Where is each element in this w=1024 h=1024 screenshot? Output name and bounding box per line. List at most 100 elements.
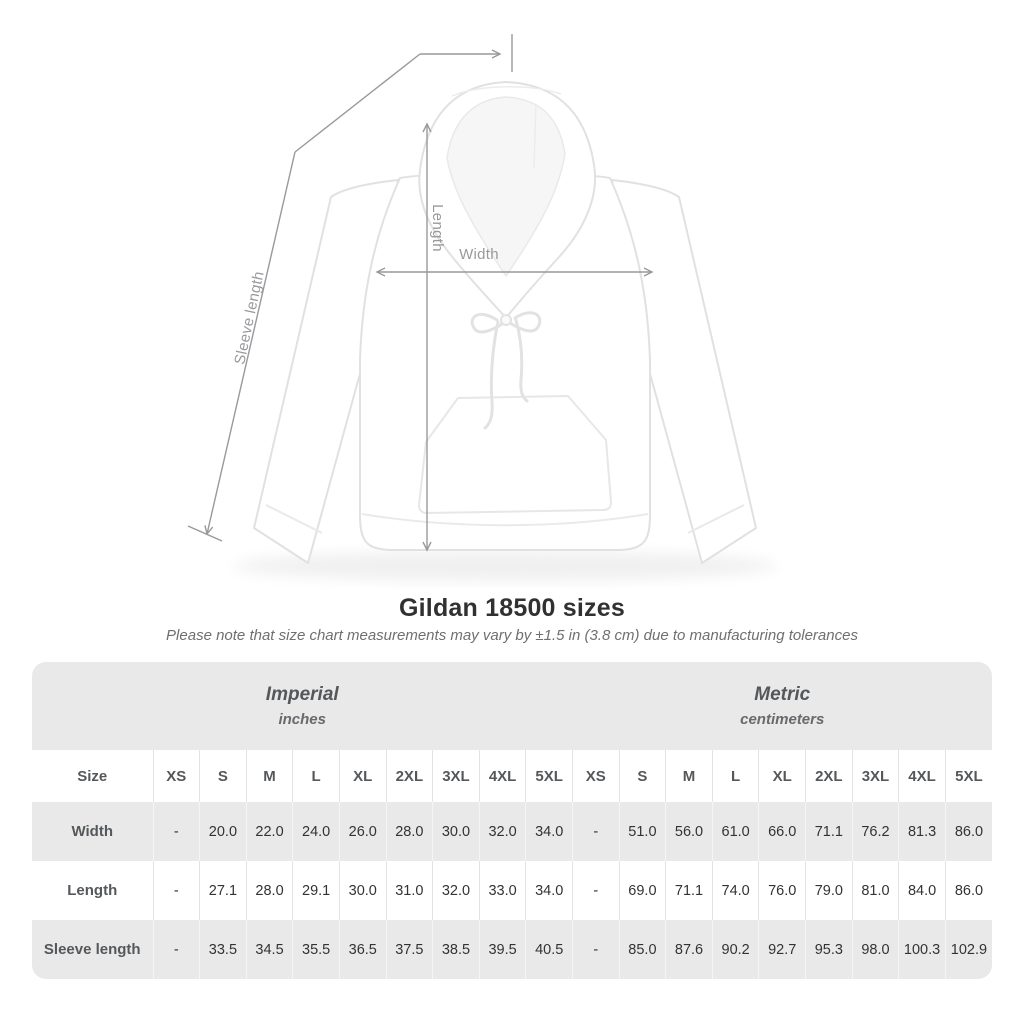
measurement-cell: 102.9 (944, 920, 992, 979)
measurement-cell: 76.2 (851, 802, 899, 861)
measurement-cell: 28.0 (385, 802, 433, 861)
drawstring-knot (500, 314, 512, 326)
metric-unit: centimeters (740, 711, 825, 728)
size-header-cell: XL (338, 750, 387, 802)
measurement-cell: 22.0 (245, 802, 293, 861)
measurement-cell: 35.5 (292, 920, 340, 979)
size-header-cell: 2XL (805, 750, 853, 802)
measurement-cell: 31.0 (385, 861, 433, 920)
measurement-cell: 36.5 (338, 920, 387, 979)
size-header-row: Size XS S M L XL 2XL 3XL 4XL 5XL XS S M L XL 2XL 3XL 4XL… (32, 750, 992, 802)
measurement-cell: 39.5 (478, 920, 526, 979)
size-header-cell: 2XL (385, 750, 433, 802)
hood-drawstrings (470, 311, 542, 430)
sleeve-length-label: Sleeve length (231, 270, 267, 366)
imperial-unit: inches (278, 711, 326, 728)
measurement-cell: - (152, 861, 200, 920)
measurement-cell: 86.0 (944, 802, 992, 861)
imperial-label: Imperial (265, 684, 339, 705)
size-header-cell: S (618, 750, 666, 802)
measurement-cell: 28.0 (245, 861, 293, 920)
measurement-cell: 33.0 (478, 861, 526, 920)
unit-header-row: Imperial inches Metric centimeters (32, 662, 992, 750)
hoodie-illustration (233, 80, 777, 581)
size-table: Imperial inches Metric centimeters Size … (32, 662, 992, 979)
measurement-cell: 98.0 (851, 920, 899, 979)
measurement-cell: 34.5 (245, 920, 293, 979)
measurement-cell: 30.0 (432, 802, 480, 861)
size-header-cell: L (292, 750, 340, 802)
measurement-cell: 32.0 (432, 861, 480, 920)
size-header-cell: 4XL (478, 750, 526, 802)
measurement-cell: 71.1 (665, 861, 713, 920)
measurement-cell: 85.0 (618, 920, 666, 979)
length-label: Length (429, 204, 446, 252)
size-header-cell: M (245, 750, 293, 802)
measurement-cell: 66.0 (758, 802, 806, 861)
measurement-cell: - (571, 920, 620, 979)
measurement-cell: 56.0 (665, 802, 713, 861)
measurement-cell: 69.0 (618, 861, 666, 920)
measurement-cell: - (152, 802, 200, 861)
measurement-cell: - (152, 920, 200, 979)
hoodie-cuff-seams (265, 504, 745, 534)
hoodie-hem-seam (361, 513, 649, 527)
measurement-cell: 26.0 (338, 802, 387, 861)
size-header-cell: M (665, 750, 713, 802)
measurement-cell: 29.1 (292, 861, 340, 920)
tolerance-note: Please note that size chart measurements… (166, 627, 858, 644)
size-header-cell: 3XL (851, 750, 899, 802)
measurement-cell: 40.5 (525, 920, 573, 979)
row-label: Length (67, 882, 118, 899)
measurement-cell: 74.0 (711, 861, 759, 920)
sleeve-length-line (204, 151, 296, 536)
size-header-cell: S (199, 750, 247, 802)
metric-header: Metric centimeters (572, 662, 992, 750)
measurement-cell: 38.5 (432, 920, 480, 979)
size-header-cell: 3XL (432, 750, 480, 802)
measurement-cell: 61.0 (711, 802, 759, 861)
page-title: Gildan 18500 sizes (399, 594, 625, 622)
measurement-cell: 84.0 (898, 861, 946, 920)
size-header-cell: XL (758, 750, 806, 802)
measurement-cell: - (571, 802, 620, 861)
measurement-cell: 100.3 (898, 920, 946, 979)
size-header-cell: XS (152, 750, 200, 802)
measurement-cell: 71.1 (805, 802, 853, 861)
measurement-cell: 79.0 (805, 861, 853, 920)
row-label: Width (71, 823, 113, 840)
measurement-cell: 81.0 (851, 861, 899, 920)
hoodie-measurement-diagram: Width Length Sleeve length (187, 34, 777, 581)
measurement-row: Sleeve length -33.5 34.5 35.5 36.5 37.5 38.5 39… (32, 920, 992, 979)
measurement-cell: 92.7 (758, 920, 806, 979)
measurement-cell: 86.0 (944, 861, 992, 920)
hoodie-left-sleeve (253, 179, 399, 564)
size-header-cell: L (711, 750, 759, 802)
measurement-cell: 87.6 (665, 920, 713, 979)
measurement-cell: - (571, 861, 620, 920)
metric-label: Metric (754, 684, 811, 705)
width-label: Width (459, 246, 499, 263)
measurement-cell: 34.0 (525, 802, 573, 861)
measurement-lines (187, 34, 654, 552)
size-header-cell: XS (571, 750, 620, 802)
hoodie-pocket (418, 395, 612, 514)
size-header-cell: 5XL (525, 750, 573, 802)
size-header-cell: 5XL (944, 750, 992, 802)
hood-seams (451, 85, 562, 169)
measurement-cell: 33.5 (199, 920, 247, 979)
measurement-cell: 24.0 (292, 802, 340, 861)
measurement-cell: 27.1 (199, 861, 247, 920)
imperial-header: Imperial inches (32, 662, 573, 750)
measurement-cell: 34.0 (525, 861, 573, 920)
size-table-grid: Imperial inches Metric centimeters Size … (32, 662, 992, 979)
hoodie-shadow (233, 551, 777, 581)
measurement-cell: 30.0 (338, 861, 387, 920)
measurement-row: Width -20.0 22.0 24.0 26.0 28.0 30.0 32.0 34.0-5… (32, 802, 992, 861)
size-header-cell: 4XL (898, 750, 946, 802)
measurement-cell: 90.2 (711, 920, 759, 979)
sleeve-end-tick (187, 525, 223, 542)
row-label: Sleeve length (43, 941, 141, 958)
measurement-cell: 81.3 (898, 802, 946, 861)
size-column-header: Size (32, 750, 153, 802)
